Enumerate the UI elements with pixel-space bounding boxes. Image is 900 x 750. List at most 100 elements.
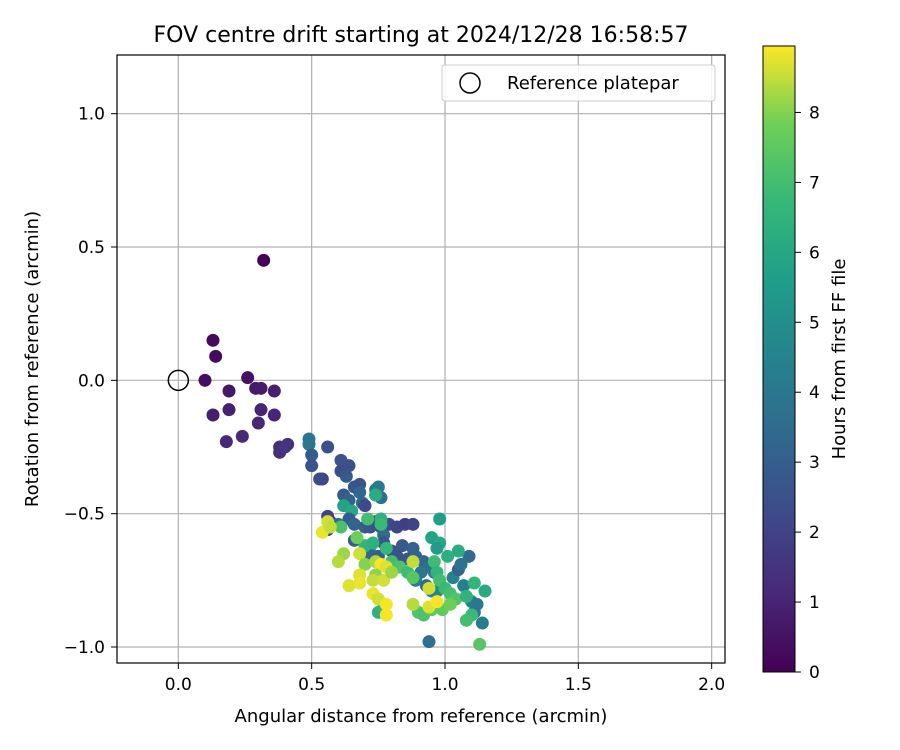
- data-point: [430, 595, 444, 609]
- y-tick-label: 0.0: [78, 371, 105, 391]
- y-tick-label: 0.5: [78, 238, 105, 258]
- data-point: [315, 472, 329, 486]
- data-point: [430, 541, 444, 555]
- data-point: [379, 608, 393, 622]
- data-point: [422, 581, 436, 595]
- data-point: [406, 555, 420, 569]
- data-point: [406, 517, 420, 531]
- data-point: [475, 616, 489, 630]
- colorbar-tick-label: 4: [809, 383, 820, 403]
- data-point: [235, 429, 249, 443]
- data-point: [323, 520, 337, 534]
- colorbar-tick-label: 7: [809, 173, 820, 193]
- legend-label: Reference platepar: [507, 73, 679, 94]
- data-point: [358, 499, 372, 513]
- data-point: [441, 549, 455, 563]
- x-axis-label: Angular distance from reference (arcmin): [235, 706, 608, 727]
- data-point: [473, 637, 487, 651]
- data-point: [406, 571, 420, 585]
- data-point: [459, 589, 473, 603]
- data-point: [457, 579, 471, 593]
- colorbar-tick-label: 2: [809, 523, 820, 543]
- x-tick-label: 1.5: [565, 675, 592, 695]
- colorbar-tick-label: 1: [809, 593, 820, 613]
- data-point: [350, 531, 364, 545]
- data-point: [385, 565, 399, 579]
- data-point: [219, 435, 233, 449]
- data-point: [267, 384, 281, 398]
- data-point: [206, 408, 220, 422]
- reference-platepar-marker: [167, 369, 190, 392]
- data-point: [379, 597, 393, 611]
- plot-frame: [116, 54, 726, 664]
- data-point: [379, 541, 393, 555]
- data-point: [257, 253, 271, 267]
- x-tick-label: 0.5: [298, 675, 325, 695]
- colorbar-tick-label: 3: [809, 453, 820, 473]
- colorbar-ticks: 0 1 2 3 4 5 6 7 8: [795, 103, 820, 683]
- scatter-points: [198, 253, 492, 651]
- colorbar-label: Hours from first FF file: [829, 259, 850, 460]
- legend-reference-icon: [459, 72, 481, 94]
- colorbar-tick-label: 5: [809, 313, 820, 333]
- data-point: [366, 573, 380, 587]
- y-tick-label: 1.0: [78, 105, 105, 125]
- x-tick-label: 0.0: [165, 675, 192, 695]
- data-point: [254, 381, 268, 395]
- x-tick-label: 1.0: [431, 675, 458, 695]
- data-point: [321, 440, 335, 454]
- data-point: [462, 549, 476, 563]
- data-point: [358, 557, 372, 571]
- data-point: [467, 576, 481, 590]
- data-point: [206, 333, 220, 347]
- data-point: [254, 403, 268, 417]
- data-point: [267, 408, 281, 422]
- data-point: [347, 517, 361, 531]
- data-point: [451, 544, 465, 558]
- data-point: [478, 584, 492, 598]
- colorbar-tick-label: 6: [809, 243, 820, 263]
- data-point: [331, 555, 345, 569]
- legend-box: [441, 64, 716, 102]
- data-point: [406, 597, 420, 611]
- data-point: [342, 579, 356, 593]
- data-point: [334, 520, 348, 534]
- colorbar-tick-label: 0: [809, 663, 820, 683]
- data-point: [339, 469, 353, 483]
- data-point: [459, 613, 473, 627]
- legend: Reference platepar: [441, 64, 716, 102]
- data-point: [278, 440, 292, 454]
- data-point: [454, 557, 468, 571]
- data-point: [377, 573, 391, 587]
- data-point: [395, 539, 409, 553]
- x-axis-ticks: 0.0 0.5 1.0 1.5 2.0: [165, 663, 725, 695]
- data-point: [353, 485, 367, 499]
- x-tick-label: 2.0: [698, 675, 725, 695]
- data-point: [374, 517, 388, 531]
- data-point: [353, 547, 367, 561]
- data-point: [222, 384, 236, 398]
- colorbar-tick-label: 8: [809, 103, 820, 123]
- data-point: [222, 403, 236, 417]
- colorbar: [762, 45, 796, 673]
- y-axis-ticks: 1.0 0.5 0.0 −0.5 −1.0: [64, 105, 117, 658]
- y-tick-label: −0.5: [64, 505, 105, 525]
- data-point: [427, 555, 441, 569]
- data-point: [198, 373, 212, 387]
- data-point: [422, 635, 436, 649]
- data-point: [342, 459, 356, 473]
- data-point: [305, 448, 319, 462]
- data-point: [241, 371, 255, 385]
- data-point: [369, 488, 383, 502]
- data-point: [361, 512, 375, 526]
- data-point: [251, 416, 265, 430]
- data-point: [209, 349, 223, 363]
- data-point: [366, 536, 380, 550]
- grid: [117, 55, 725, 663]
- data-point: [302, 437, 316, 451]
- data-point: [305, 459, 319, 473]
- y-axis-label: Rotation from reference (arcmin): [22, 211, 43, 507]
- y-tick-label: −1.0: [64, 638, 105, 658]
- data-point: [353, 576, 367, 590]
